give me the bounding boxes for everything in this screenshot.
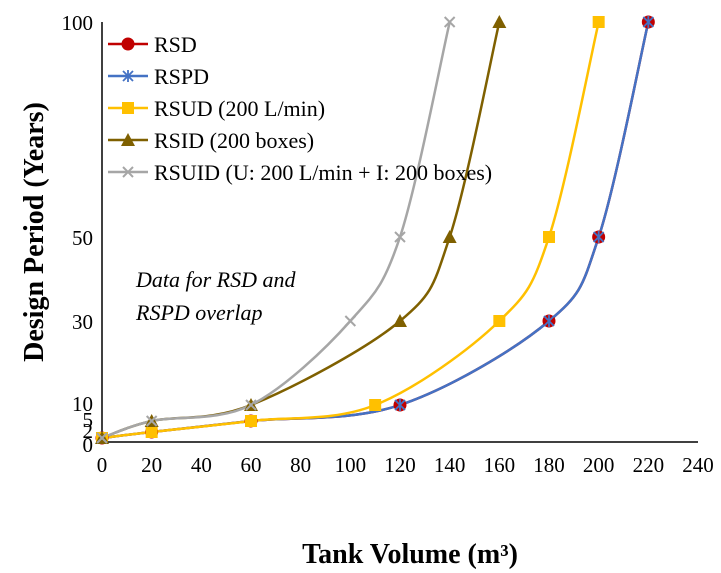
legend-marker	[122, 70, 134, 82]
legend-marker	[121, 37, 135, 51]
data-point-series-3	[592, 16, 605, 28]
x-tick-label: 120	[384, 453, 416, 477]
series-line-3	[101, 21, 600, 440]
legend-entry-label: RSD	[154, 32, 197, 57]
x-tick-label: 160	[484, 453, 516, 477]
legend-marker	[122, 166, 134, 178]
x-tick-label: 140	[434, 453, 466, 477]
y-tick-label: 50	[72, 226, 93, 250]
y-tick-label: 2	[83, 419, 94, 443]
data-point-series-5	[394, 231, 406, 243]
data-point-series-4	[492, 15, 507, 28]
y-tick-label: 10	[72, 392, 93, 416]
x-tick-labels: 0 20 40 60 80 100 120 140 160 180 200 220 240	[97, 453, 714, 477]
y-tick-label: 30	[72, 310, 93, 334]
x-tick-label: 60	[241, 453, 262, 477]
data-point-series-2	[593, 231, 605, 243]
legend-marker	[122, 102, 134, 114]
x-tick-label: 40	[191, 453, 212, 477]
data-point-series-5	[344, 315, 357, 327]
annotation-line-1: Data for RSD and	[135, 267, 297, 292]
legend-entry-label: RSPD	[154, 64, 209, 89]
y-axis-title: Design Period (Years)	[19, 102, 50, 362]
x-tick-label: 0	[97, 453, 108, 477]
data-point-series-5	[96, 432, 108, 444]
x-tick-label: 180	[533, 453, 565, 477]
annotation-line-2: RSPD overlap	[135, 300, 262, 325]
data-point-series-4	[393, 314, 407, 327]
data-point-series-2	[543, 315, 555, 327]
x-tick-label: 200	[583, 453, 615, 477]
data-point-series-2	[394, 399, 406, 411]
data-point-series-5	[245, 399, 257, 411]
y-tick-label: 100	[62, 11, 94, 35]
data-point-series-4	[442, 230, 457, 243]
data-point-series-3	[369, 399, 382, 411]
legend-entry-label: RSID (200 boxes)	[154, 128, 314, 153]
legend-entry-label: RSUID (U: 200 L/min + I: 200 boxes)	[154, 160, 492, 185]
data-point-series-3	[493, 315, 506, 327]
legend-entry-label: RSUD (200 L/min)	[154, 96, 325, 121]
axes	[101, 22, 698, 443]
data-point-series-3	[245, 415, 257, 427]
data-point-series-3	[145, 426, 158, 438]
series-lines	[101, 21, 650, 440]
data-point-series-5	[443, 16, 456, 28]
data-point-series-2	[642, 16, 654, 28]
legend: RSD RSPD RSUD (200 L/min) RSID (200 boxes) R…	[108, 32, 492, 185]
y-tick-label: 0	[83, 433, 94, 457]
series-markers	[95, 15, 655, 445]
x-tick-label: 20	[141, 453, 162, 477]
x-tick-label: 100	[335, 453, 367, 477]
data-point-series-3	[543, 231, 555, 243]
x-tick-label: 220	[633, 453, 665, 477]
y-tick-label: 5	[83, 408, 94, 432]
x-tick-label: 80	[290, 453, 311, 477]
x-axis-title: Tank Volume (m³)	[302, 539, 518, 570]
legend-marker	[121, 133, 135, 146]
data-point-series-5	[145, 415, 158, 427]
x-tick-label: 240	[682, 453, 714, 477]
